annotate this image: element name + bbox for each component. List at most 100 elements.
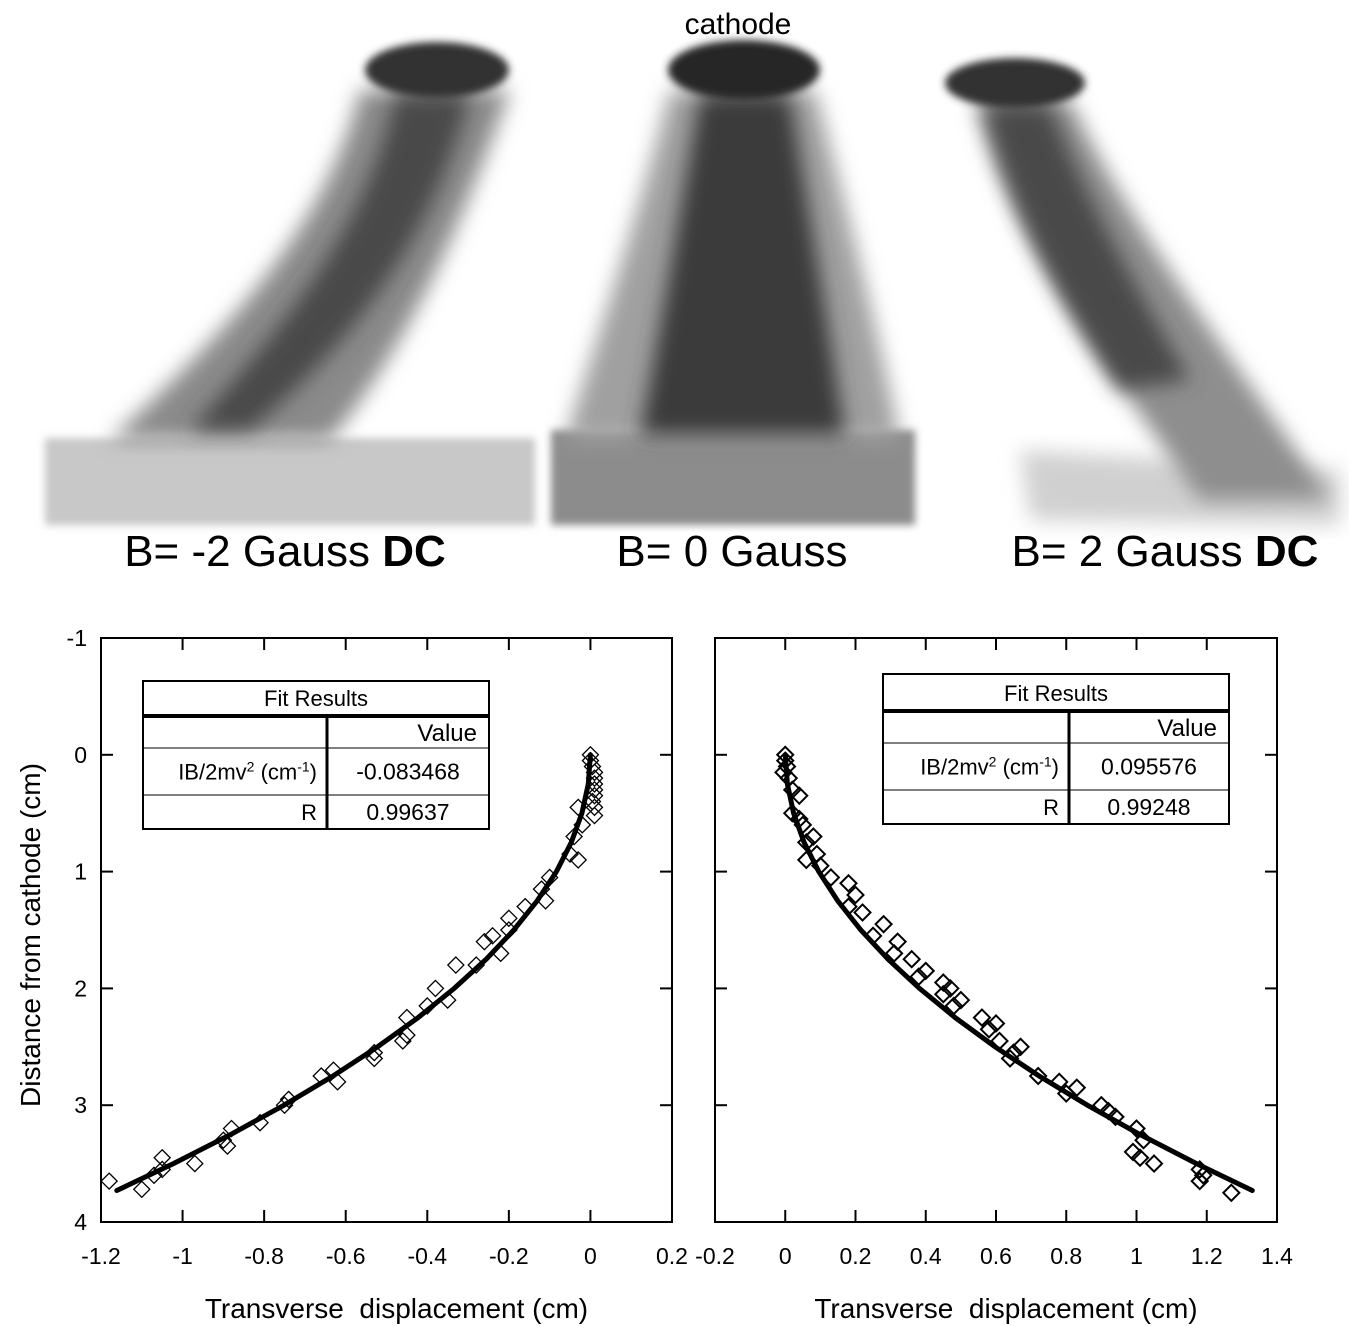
photo-left <box>45 42 535 525</box>
data-point <box>839 897 858 917</box>
data-point <box>569 798 588 817</box>
table-title: Fit Results <box>1004 681 1108 706</box>
data-point <box>365 1043 384 1062</box>
x-tick-label: -0.2 <box>489 1243 529 1269</box>
data-point <box>585 806 604 825</box>
data-point <box>803 827 823 846</box>
data-point <box>312 1067 331 1085</box>
x-tick-label: -1.2 <box>81 1243 121 1269</box>
data-point <box>1190 1171 1210 1191</box>
data-point <box>775 751 795 771</box>
data-point <box>789 786 809 806</box>
data-point <box>585 763 604 782</box>
data-point <box>328 1072 347 1091</box>
x-tick-label: -1 <box>172 1243 192 1269</box>
label-part: R <box>301 800 317 825</box>
data-point <box>279 1090 298 1109</box>
y-tick-label: 0 <box>74 742 87 768</box>
label-part: ) <box>310 760 317 785</box>
data-point <box>583 757 602 776</box>
x-tick-label: 0.8 <box>1050 1243 1082 1269</box>
data-point <box>185 1154 204 1173</box>
data-point <box>426 979 445 998</box>
data-point <box>1193 1165 1213 1185</box>
data-point <box>933 984 953 1004</box>
data-point <box>972 1008 992 1028</box>
data-point <box>909 967 929 987</box>
caption-text: B= -2 Gauss <box>124 527 370 576</box>
data-point <box>467 956 486 974</box>
data-point <box>214 1131 233 1150</box>
data-point <box>1127 1119 1146 1138</box>
data-point <box>393 1032 412 1050</box>
data-point <box>853 903 872 922</box>
photo-title: cathode <box>685 8 792 41</box>
table-bg <box>882 673 1230 825</box>
data-point <box>1004 1043 1023 1063</box>
data-point <box>365 1049 384 1068</box>
data-point <box>793 815 813 835</box>
data-point <box>775 745 795 765</box>
data-point <box>789 809 809 829</box>
fit-table: Fit Results Value IB/2mv2 (cm-1) 0.095576 R 0… <box>882 673 1230 825</box>
x-tick-label: 0.2 <box>840 1243 872 1269</box>
table-header: Value <box>417 720 477 747</box>
data-point <box>573 815 592 834</box>
data-point <box>145 1166 163 1185</box>
data-point <box>585 780 604 799</box>
photos <box>45 40 1340 525</box>
data-point <box>1106 1107 1125 1127</box>
label-part: 2 <box>247 759 255 775</box>
data-point <box>132 1180 151 1199</box>
table-value: -0.083468 <box>356 759 460 785</box>
table-row-label: IB/2mv2 (cm-1) <box>178 759 317 785</box>
data-point <box>821 868 841 887</box>
data-point <box>1130 1148 1150 1168</box>
x-tick-label: 0.2 <box>656 1243 688 1269</box>
data-point <box>796 832 816 852</box>
table-title: Fit Results <box>264 686 368 711</box>
data-point <box>1134 1130 1153 1150</box>
caption: B= -2 Gauss DC <box>124 527 446 576</box>
data-point <box>951 990 971 1010</box>
y-axis-label: Distance from cathode (cm) <box>15 763 46 1107</box>
x-tick-label: 1.2 <box>1191 1243 1223 1269</box>
data-point <box>810 856 830 876</box>
data-point <box>475 932 494 951</box>
data-point <box>499 921 518 939</box>
x-tick-label: 1 <box>1130 1243 1143 1269</box>
data-point <box>540 868 559 887</box>
data-point <box>846 885 865 905</box>
plot-frame <box>100 637 673 1223</box>
fit-table: Fit Results Value IB/2mv2 (cm-1) -0.083468 R… <box>142 680 490 830</box>
caption: B= 0 Gauss <box>616 527 847 576</box>
x-tick-label: 0 <box>584 1243 597 1269</box>
data-point <box>777 757 797 776</box>
table-value: 0.99248 <box>1107 794 1190 820</box>
x-axis-label: Transverse displacement (cm) <box>205 1293 588 1324</box>
data-point <box>153 1160 172 1179</box>
table-header: Value <box>1157 715 1217 742</box>
data-point <box>863 926 883 946</box>
data-point <box>153 1148 172 1167</box>
caption-text: B= 0 Gauss <box>616 527 847 576</box>
data-point <box>275 1096 294 1115</box>
x-tick-label: -0.6 <box>326 1243 366 1269</box>
data-point <box>902 949 922 969</box>
data-point <box>446 956 465 974</box>
table-value: 0.99637 <box>366 799 449 825</box>
label-part: R <box>1043 795 1059 820</box>
label-part: -1 <box>1039 754 1052 770</box>
x-tick-label: -0.8 <box>244 1243 284 1269</box>
data-point <box>397 1026 416 1045</box>
y-tick-label: -1 <box>67 625 87 651</box>
data-point <box>1049 1072 1069 1092</box>
label-part: IB/2mv <box>920 755 988 780</box>
data-point <box>438 991 457 1009</box>
label-part: ) <box>1052 755 1059 780</box>
data-point <box>1000 1049 1020 1068</box>
label-part: (cm <box>996 755 1039 780</box>
data-point <box>1144 1154 1164 1174</box>
